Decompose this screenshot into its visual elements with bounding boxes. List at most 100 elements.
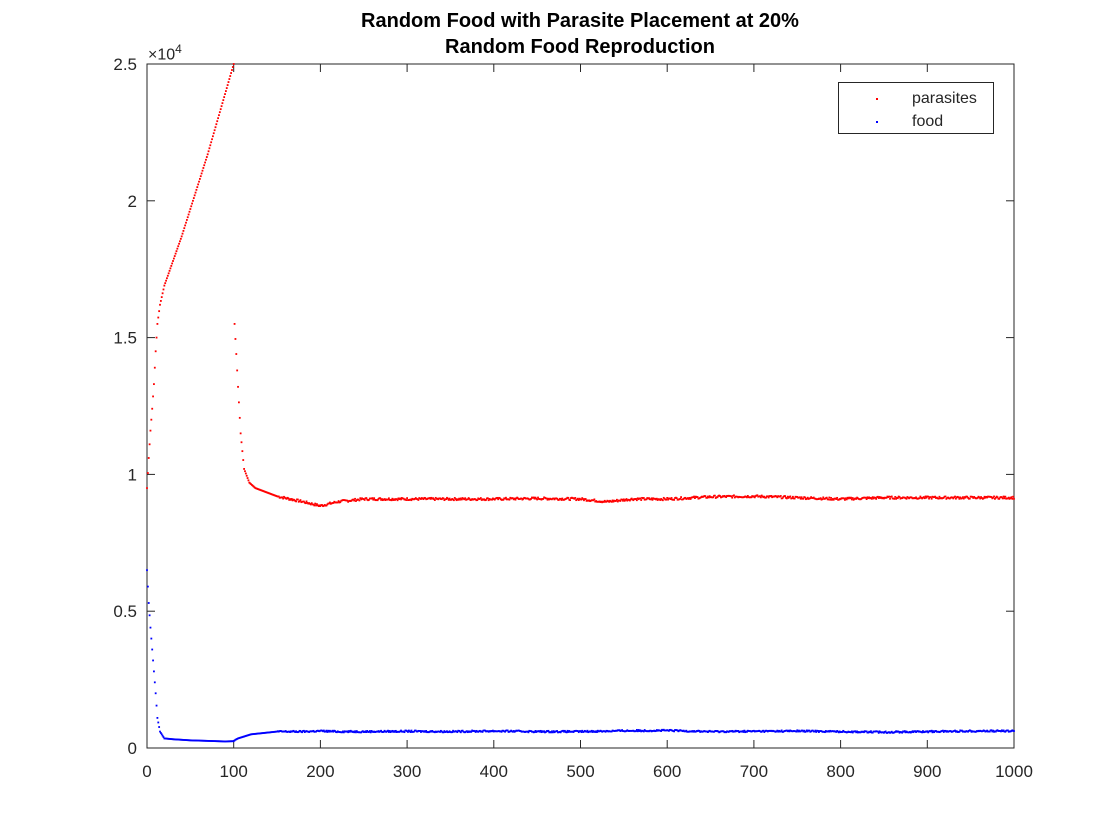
data-point-parasites — [247, 479, 250, 482]
data-point-food — [355, 730, 358, 732]
data-point-parasites — [365, 497, 368, 499]
data-point-parasites — [399, 497, 402, 500]
data-point-parasites — [192, 197, 195, 199]
data-point-parasites — [295, 500, 298, 503]
data-point-parasites — [339, 501, 342, 503]
data-point-food — [466, 730, 468, 733]
data-point-parasites — [414, 498, 416, 500]
data-point-food — [420, 731, 422, 733]
data-point-parasites — [878, 496, 881, 498]
data-point-food — [841, 731, 844, 733]
data-point-food — [161, 734, 164, 737]
data-point-parasites — [223, 96, 226, 99]
data-point-food — [580, 731, 583, 734]
data-point-food — [850, 730, 853, 733]
data-point-parasites — [225, 87, 228, 89]
data-point-food — [643, 729, 646, 731]
data-point-food — [876, 730, 879, 733]
data-point-parasites — [925, 496, 928, 499]
data-point-parasites — [238, 401, 240, 404]
data-point-food — [533, 731, 536, 734]
data-point-food — [403, 731, 406, 734]
data-point-parasites — [277, 495, 280, 498]
data-point-parasites — [282, 497, 285, 500]
data-point-parasites — [173, 255, 176, 257]
data-point-parasites — [285, 497, 288, 500]
data-point-food — [871, 731, 874, 734]
data-point-food — [158, 726, 161, 728]
data-point-parasites — [305, 500, 308, 503]
data-point-parasites — [159, 303, 161, 306]
data-point-food — [470, 730, 473, 733]
data-point-parasites — [185, 221, 187, 224]
data-point-parasites — [532, 496, 535, 499]
data-point-parasites — [221, 102, 224, 105]
data-point-parasites — [767, 496, 770, 499]
data-point-parasites — [1004, 495, 1007, 498]
data-point-parasites — [888, 495, 891, 498]
data-point-parasites — [332, 502, 335, 504]
data-point-parasites — [240, 441, 243, 444]
data-point-parasites — [218, 114, 220, 117]
data-point-parasites — [202, 167, 205, 169]
data-point-parasites — [1010, 496, 1013, 499]
data-point-parasites — [453, 496, 456, 499]
data-point-parasites — [203, 164, 206, 167]
data-point-parasites — [150, 418, 153, 421]
data-point-parasites — [217, 117, 219, 120]
data-point-parasites — [665, 498, 668, 501]
data-point-food — [539, 729, 542, 732]
data-point-parasites — [537, 496, 539, 499]
data-point-parasites — [560, 499, 563, 501]
data-point-food — [439, 731, 441, 733]
data-point-parasites — [612, 500, 615, 503]
data-point-food — [813, 730, 816, 733]
data-point-parasites — [680, 496, 682, 498]
data-point-parasites — [993, 495, 995, 498]
data-point-parasites — [238, 416, 241, 419]
data-point-food — [419, 730, 422, 732]
data-point-parasites — [979, 497, 982, 500]
data-point-food — [590, 729, 593, 732]
data-point-food — [586, 729, 589, 732]
data-point-parasites — [675, 497, 678, 500]
data-point-food — [958, 730, 961, 733]
data-point-food — [933, 731, 936, 734]
data-point-parasites — [420, 498, 422, 500]
data-point-parasites — [164, 282, 167, 285]
data-point-parasites — [235, 353, 238, 355]
data-point-parasites — [546, 498, 549, 501]
data-point-food — [814, 729, 817, 732]
data-point-parasites — [556, 497, 558, 500]
data-point-food — [565, 731, 568, 734]
data-point-food — [805, 730, 807, 733]
data-point-parasites — [623, 499, 626, 502]
data-point-parasites — [201, 169, 204, 172]
data-point-parasites — [466, 498, 469, 501]
data-point-parasites — [756, 494, 759, 497]
data-point-parasites — [719, 495, 721, 497]
data-point-food — [527, 731, 530, 734]
data-point-food — [347, 731, 350, 734]
legend-label-parasites: parasites — [912, 90, 977, 107]
data-point-parasites — [661, 499, 664, 502]
data-point-food — [914, 730, 917, 733]
data-point-parasites — [954, 495, 956, 498]
data-point-parasites — [354, 497, 356, 500]
data-point-food — [425, 730, 428, 732]
data-point-food — [156, 717, 159, 719]
data-point-food — [299, 730, 302, 732]
data-point-parasites — [928, 497, 930, 500]
data-point-parasites — [168, 269, 171, 272]
data-point-parasites — [666, 497, 669, 499]
data-point-parasites — [542, 498, 545, 500]
data-point-parasites — [458, 497, 461, 500]
data-point-parasites — [798, 496, 801, 499]
data-point-parasites — [433, 499, 436, 501]
x-tick-label: 0 — [142, 762, 151, 781]
data-point-parasites — [982, 497, 985, 500]
data-point-parasites — [211, 135, 214, 138]
data-point-parasites — [505, 496, 507, 499]
data-point-parasites — [582, 498, 585, 500]
data-point-food — [550, 731, 552, 734]
